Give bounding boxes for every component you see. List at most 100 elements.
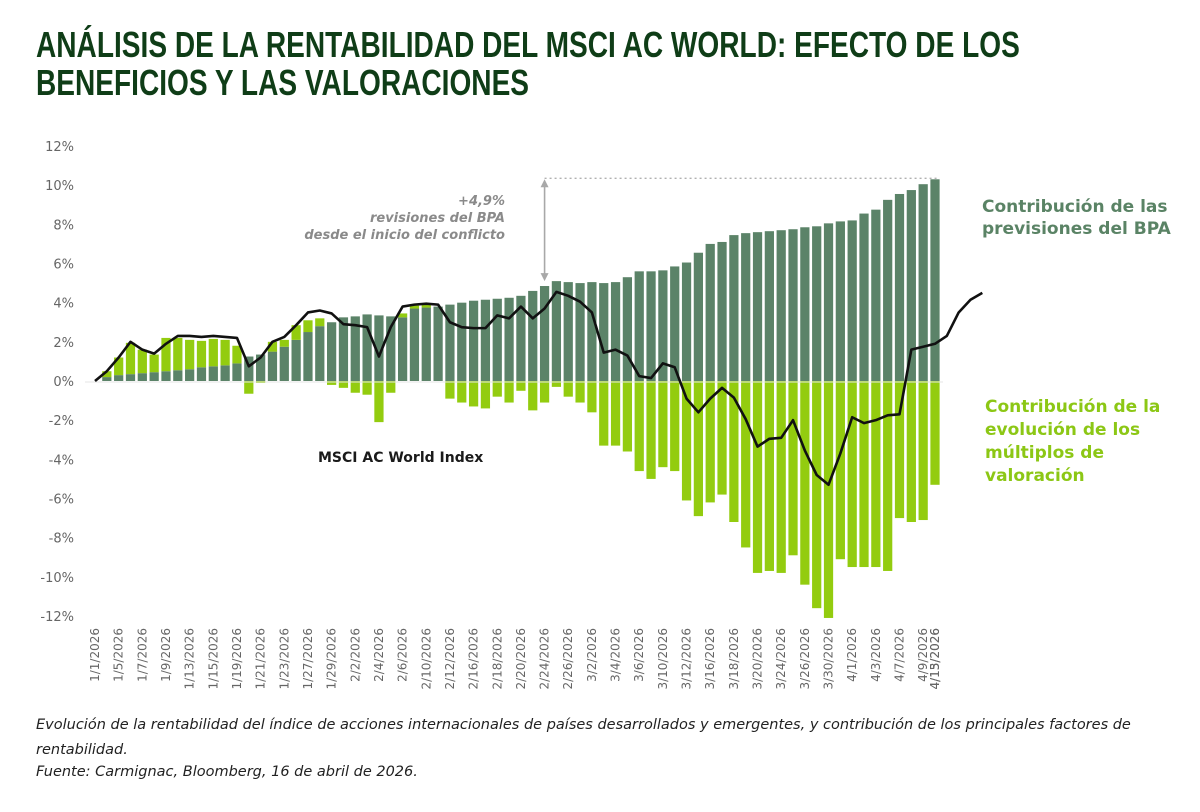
x-tick-label: 4/15/2026 <box>928 628 942 690</box>
multiples-bar <box>871 381 881 568</box>
multiples-bar <box>670 381 680 472</box>
y-tick-label: 4% <box>53 297 74 312</box>
eps-bar <box>161 371 171 381</box>
multiples-bar <box>386 381 396 393</box>
eps-bar <box>705 243 715 381</box>
legend-multiples-contribution: Contribución de la evolución de los múlt… <box>985 396 1195 488</box>
x-tick-label: 1/29/2026 <box>325 628 339 690</box>
eps-bar <box>658 270 668 381</box>
multiples-bar <box>374 381 384 423</box>
x-tick-label: 2/24/2026 <box>538 628 552 690</box>
multiples-bar <box>622 381 633 452</box>
eps-bar <box>102 377 112 381</box>
eps-bar <box>729 235 739 381</box>
x-tick-label: 2/12/2026 <box>443 628 457 690</box>
eps-bar <box>918 184 928 381</box>
multiples-bar <box>800 381 810 585</box>
multiples-bar <box>137 349 147 374</box>
multiples-bar <box>350 381 360 393</box>
multiples-bar <box>575 381 585 403</box>
x-tick-label: 1/5/2026 <box>112 628 126 682</box>
multiples-bar <box>823 381 834 618</box>
eps-bar <box>279 346 289 381</box>
multiples-bar <box>445 381 455 399</box>
eps-bar <box>587 282 597 381</box>
eps-revision-annotation: +4,9% revisiones del BPA desde el inicio… <box>280 193 505 244</box>
multiples-bar <box>102 371 112 378</box>
x-tick-label: 2/10/2026 <box>419 628 433 690</box>
x-tick-label: 3/16/2026 <box>703 628 717 690</box>
multiples-bar <box>185 339 195 370</box>
eps-bar <box>409 308 420 381</box>
legend-line: previsiones del BPA <box>982 219 1171 239</box>
multiples-bar <box>338 381 349 388</box>
multiples-bar <box>930 381 940 485</box>
multiples-bar <box>516 381 526 391</box>
x-tick-label: 2/26/2026 <box>561 628 575 690</box>
x-tick-label: 4/9/2026 <box>916 628 930 682</box>
multiples-bar <box>291 325 301 340</box>
eps-bar <box>883 199 893 381</box>
index-series-label: MSCI AC World Index <box>318 450 484 466</box>
eps-bar <box>670 266 680 381</box>
x-tick-label: 3/4/2026 <box>609 628 623 682</box>
multiples-bar <box>232 345 242 364</box>
x-tick-label: 3/20/2026 <box>751 628 765 690</box>
y-tick-label: 0% <box>53 375 74 390</box>
eps-bar <box>445 304 455 381</box>
y-tick-label: 8% <box>53 218 74 233</box>
eps-bar <box>137 373 147 381</box>
chart-title: ANÁLISIS DE LA RENTABILIDAD DEL MSCI AC … <box>36 24 1020 103</box>
eps-bar <box>125 374 136 381</box>
multiples-bar <box>161 337 171 372</box>
eps-bar <box>350 316 360 381</box>
eps-bar <box>528 290 538 381</box>
multiples-bar <box>563 381 573 397</box>
legend-line: Contribución de las <box>982 197 1168 217</box>
multiples-bar <box>267 341 278 352</box>
x-tick-label: 3/30/2026 <box>822 628 836 690</box>
x-tick-label: 1/23/2026 <box>277 628 291 690</box>
multiples-bar <box>693 381 703 517</box>
x-tick-label: 3/26/2026 <box>798 628 812 690</box>
multiples-bar <box>835 381 845 560</box>
eps-bar <box>563 282 573 381</box>
eps-bar <box>788 229 798 381</box>
multiples-bar <box>327 381 337 385</box>
x-tick-label: 1/1/2026 <box>88 628 102 682</box>
eps-bar <box>859 213 869 381</box>
multiples-bar <box>587 381 597 413</box>
arrow-head-down <box>540 273 549 282</box>
eps-bar <box>421 307 431 381</box>
index-line <box>94 290 983 487</box>
eps-bar <box>847 220 857 381</box>
x-tick-label: 4/13/2026 <box>928 628 942 690</box>
eps-bar <box>315 326 325 381</box>
x-tick-label: 2/4/2026 <box>372 628 386 682</box>
multiples-bar <box>551 381 562 387</box>
eps-bar <box>894 193 905 381</box>
multiples-bar <box>729 381 739 522</box>
multiples-bar <box>610 381 621 446</box>
eps-bar <box>480 299 491 381</box>
eps-bar <box>208 366 218 381</box>
chart-source: Fuente: Carmignac, Bloomberg, 16 de abri… <box>36 764 418 780</box>
eps-bar <box>397 317 408 381</box>
eps-bar <box>835 221 845 381</box>
arrow-head-up <box>540 179 549 188</box>
multiples-bar <box>681 381 692 501</box>
annotation-line: revisiones del BPA <box>369 211 505 226</box>
eps-bar <box>930 179 940 381</box>
eps-bar <box>232 363 242 381</box>
y-tick-label: -4% <box>49 453 74 468</box>
chart-caption: Evolución de la rentabilidad del índice … <box>36 717 1131 758</box>
multiples-bar <box>812 381 822 609</box>
multiples-bar <box>646 381 656 479</box>
eps-bar <box>149 372 159 381</box>
multiples-bar <box>421 304 431 308</box>
multiples-bar <box>894 381 905 519</box>
eps-bar <box>599 283 609 381</box>
multiples-bar <box>528 381 538 411</box>
eps-bar <box>823 223 834 381</box>
x-tick-label: 2/2/2026 <box>348 628 362 682</box>
